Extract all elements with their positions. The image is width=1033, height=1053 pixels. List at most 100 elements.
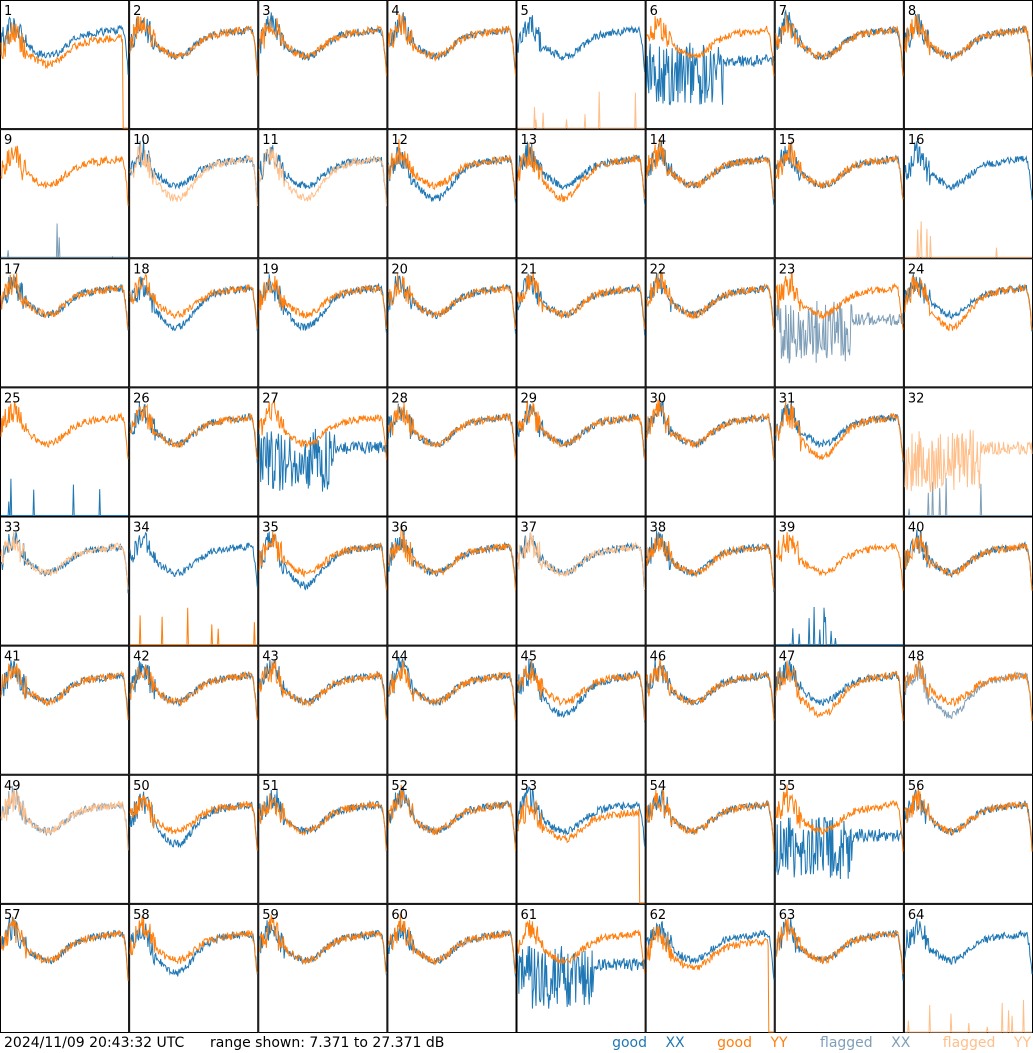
panel-number: 15 xyxy=(779,133,796,148)
series-yy-good xyxy=(646,16,775,77)
panel-53: 53 xyxy=(516,774,646,904)
series-yy-good xyxy=(387,273,516,330)
panel-frame xyxy=(258,387,388,517)
panel-20: 20 xyxy=(387,258,517,388)
series-yy-good xyxy=(0,145,129,206)
series-yy-good xyxy=(517,143,646,203)
panel-35: 35 xyxy=(258,516,388,646)
series-yy-good xyxy=(387,402,516,460)
panel-frame xyxy=(645,387,775,517)
panel-number: 13 xyxy=(521,133,538,148)
panel-number: 29 xyxy=(521,391,538,406)
panel-number: 51 xyxy=(262,779,279,794)
panel-number: 16 xyxy=(908,133,925,148)
panel-29: 29 xyxy=(516,387,646,517)
legend-label: good xyxy=(612,1035,647,1051)
panel-frame xyxy=(387,774,517,904)
series-yy-good xyxy=(129,664,258,721)
panel-13: 13 xyxy=(516,129,646,259)
panel-number: 54 xyxy=(650,779,667,794)
panel-number: 48 xyxy=(908,650,925,665)
timestamp: 2024/11/09 20:43:32 UTC xyxy=(4,1035,185,1051)
panel-number: 52 xyxy=(391,779,408,794)
panel-44: 44 xyxy=(387,645,517,775)
panel-frame xyxy=(258,645,388,775)
panel-frame xyxy=(903,516,1033,646)
panel-50: 50 xyxy=(129,774,259,904)
panel-57: 57 xyxy=(0,903,130,1033)
panel-56: 56 xyxy=(903,774,1033,904)
panel-number: 42 xyxy=(133,650,150,665)
panel-frame xyxy=(129,0,259,130)
panel-frame xyxy=(903,258,1033,388)
panel-number: 37 xyxy=(521,521,538,536)
panel-47: 47 xyxy=(774,645,904,775)
panel-60: 60 xyxy=(387,903,517,1033)
panel-number: 24 xyxy=(908,262,925,277)
panel-39: 39 xyxy=(774,516,904,646)
series-xx-good xyxy=(258,274,387,333)
series-yy-good xyxy=(130,607,258,646)
series-xx-good xyxy=(387,146,516,203)
panel-42: 42 xyxy=(129,645,259,775)
panel-number: 61 xyxy=(521,908,538,923)
legend-pol: XX xyxy=(665,1035,685,1051)
panel-frame xyxy=(258,774,388,904)
range-text: range shown: 7.371 to 27.371 dB xyxy=(210,1035,445,1051)
series-yy-good xyxy=(775,272,904,330)
legend-flagged-yy: flagged YY xyxy=(929,1035,1031,1051)
series-xx-good xyxy=(517,786,646,847)
panel-25: 25 xyxy=(0,387,130,517)
panel-frame xyxy=(645,774,775,904)
panel-frame xyxy=(387,645,517,775)
panel-number: 8 xyxy=(908,4,916,19)
series-yy-good xyxy=(646,925,774,1033)
series-xx-flagged xyxy=(1,223,129,258)
footer-bar: 2024/11/09 20:43:32 UTC range shown: 7.3… xyxy=(0,1033,1033,1053)
legend: good XX good YY flagged XX flagged YY xyxy=(584,1035,1031,1051)
panel-24: 24 xyxy=(903,258,1033,388)
series-yy-good xyxy=(258,17,387,76)
panel-4: 4 xyxy=(387,0,517,130)
panel-number: 27 xyxy=(262,391,279,406)
series-yy-good xyxy=(129,16,258,76)
panel-frame xyxy=(516,903,646,1033)
series-xx-flagged xyxy=(904,478,1032,516)
panel-frame xyxy=(387,129,517,259)
panel-number: 20 xyxy=(391,262,408,277)
series-yy-good xyxy=(775,141,904,200)
series-yy-good xyxy=(258,275,387,330)
panel-number: 60 xyxy=(391,908,408,923)
panel-58: 58 xyxy=(129,903,259,1033)
panel-frame xyxy=(387,258,517,388)
panel-48: 48 xyxy=(903,645,1033,775)
panel-63: 63 xyxy=(774,903,904,1033)
panel-frame xyxy=(387,387,517,517)
series-xx-good xyxy=(517,945,646,1009)
panel-43: 43 xyxy=(258,645,388,775)
panel-frame xyxy=(774,774,904,904)
panel-frame xyxy=(774,516,904,646)
panel-55: 55 xyxy=(774,774,904,904)
panel-number: 49 xyxy=(4,779,21,794)
series-yy-good xyxy=(646,399,775,460)
series-yy-good xyxy=(258,793,387,851)
panel-51: 51 xyxy=(258,774,388,904)
panel-3: 3 xyxy=(258,0,388,130)
series-yy-good xyxy=(387,139,516,199)
panel-28: 28 xyxy=(387,387,517,517)
series-xx-good xyxy=(904,918,1033,975)
panel-number: 34 xyxy=(133,521,150,536)
panel-frame xyxy=(258,258,388,388)
panel-6: 6 xyxy=(645,0,775,130)
panel-frame xyxy=(516,129,646,259)
panel-frame xyxy=(387,516,517,646)
series-yy-good xyxy=(129,915,258,974)
series-yy-good xyxy=(775,13,904,77)
legend-flagged-xx: flagged XX xyxy=(806,1035,910,1051)
series-yy-good xyxy=(775,660,904,721)
panel-frame xyxy=(129,516,259,646)
series-yy-good xyxy=(646,658,775,721)
panel-number: 26 xyxy=(133,391,150,406)
panel-number: 1 xyxy=(4,4,12,19)
